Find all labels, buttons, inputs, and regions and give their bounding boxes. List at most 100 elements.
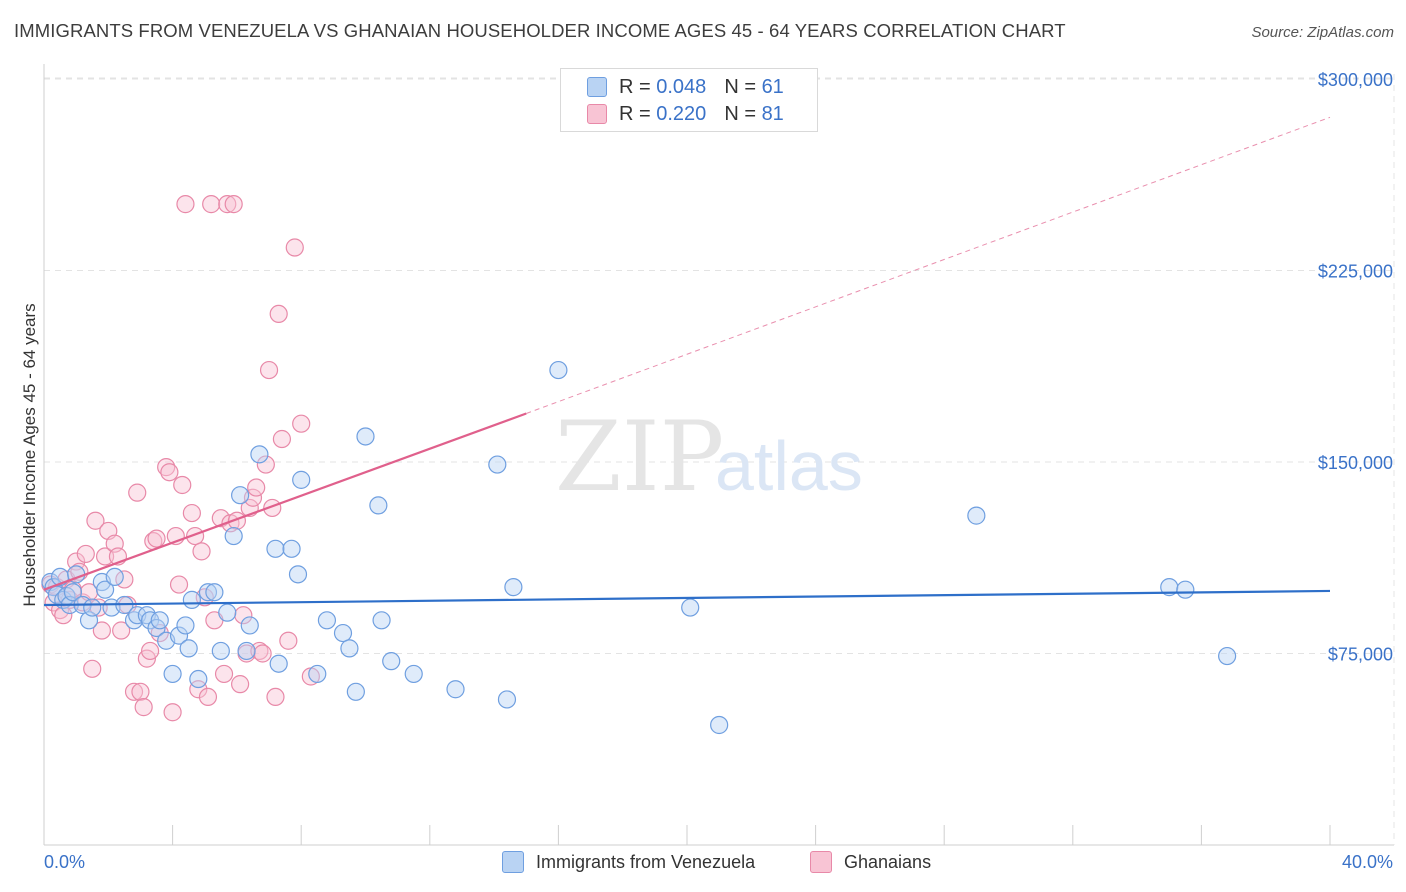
source-label: Source: ZipAtlas.com: [1251, 24, 1394, 41]
legend-n-label: N =: [724, 102, 756, 125]
venezuela-point: [967, 506, 986, 525]
ghanaians-point: [218, 195, 237, 214]
ghanaians-point: [202, 195, 221, 214]
ghanaians-swatch: [810, 851, 832, 873]
y-tick-label: $75,000: [1328, 645, 1393, 665]
ghanaians-point: [285, 238, 304, 257]
venezuela-point: [250, 445, 269, 464]
ghanaians-point: [128, 483, 147, 502]
ghanaians-point: [189, 680, 208, 699]
ghanaians-point: [259, 360, 279, 380]
venezuela-point: [198, 583, 218, 602]
venezuela-point: [504, 578, 523, 597]
ghanaians-trend-line: [43, 412, 527, 591]
legend-n-value: 81: [761, 102, 784, 125]
venezuela-swatch: [502, 851, 524, 873]
venezuela-point: [231, 486, 250, 505]
ghanaians-point: [176, 195, 195, 214]
venezuela-point: [105, 567, 124, 587]
ghanaians-point: [83, 659, 102, 678]
venezuela-point: [150, 611, 169, 630]
y-tick-label: $150,000: [1318, 453, 1393, 473]
legend-n-label: N =: [724, 75, 756, 98]
legend-row-ghanaians: R = 0.220 N = 81: [587, 102, 784, 126]
ghanaians-point: [279, 631, 298, 650]
venezuela-point: [182, 590, 201, 609]
ghanaians-point: [95, 547, 115, 566]
venezuela-swatch: [587, 77, 607, 97]
legend-item-ghanaians[interactable]: Ghanaians: [810, 851, 931, 873]
ghanaians-point: [272, 429, 292, 449]
venezuela-point: [237, 641, 256, 661]
venezuela-point: [95, 580, 115, 599]
legend-row-venezuela: R = 0.048 N = 61: [587, 75, 784, 99]
venezuela-point: [333, 623, 353, 643]
ghanaians-point: [231, 675, 250, 694]
venezuela-trend-line: [43, 589, 1331, 607]
ghanaians-point: [224, 195, 243, 214]
legend-n-value: 61: [761, 75, 784, 98]
venezuela-point: [288, 565, 308, 584]
venezuela-point: [163, 664, 182, 684]
ghanaians-point: [92, 621, 111, 640]
venezuela-point: [179, 639, 198, 658]
venezuela-point: [308, 664, 327, 684]
ghanaians-point: [112, 621, 131, 640]
venezuela-point: [317, 611, 337, 630]
venezuela-point: [83, 598, 102, 617]
ghanaians-point: [124, 682, 144, 701]
legend-item-label: Immigrants from Venezuela: [536, 851, 756, 872]
venezuela-point: [211, 641, 230, 661]
ghanaians-point: [292, 414, 311, 433]
venezuela-point: [681, 598, 700, 617]
venezuela-point: [63, 583, 83, 602]
venezuela-point: [549, 360, 568, 380]
venezuela-point: [1218, 646, 1237, 666]
venezuela-point: [369, 496, 388, 515]
ghanaians-point: [140, 641, 160, 661]
venezuela-point: [224, 526, 243, 546]
venezuela-point: [340, 639, 359, 658]
venezuela-point: [710, 715, 729, 735]
ghanaians-point: [253, 644, 272, 663]
legend-r-value: 0.220: [656, 102, 707, 125]
watermark-zip: ZIP: [555, 401, 724, 513]
venezuela-point: [1176, 580, 1195, 599]
legend-r-label: R =: [619, 102, 651, 125]
ghanaians-point: [256, 455, 275, 474]
venezuela-point: [266, 539, 285, 558]
ghanaians-point: [86, 511, 105, 530]
ghanaians-trend-extension: [526, 116, 1331, 414]
ghanaians-point: [134, 698, 153, 717]
venezuela-point: [488, 455, 507, 474]
venezuela-point: [346, 682, 365, 701]
y-tick-label: $225,000: [1318, 262, 1393, 282]
venezuela-point: [404, 664, 423, 684]
venezuela-point: [446, 680, 465, 699]
venezuela-point: [176, 616, 195, 635]
ghanaians-point: [163, 703, 182, 722]
venezuela-point: [282, 539, 301, 558]
ghanaians-point: [250, 641, 269, 661]
legend-item-venezuela[interactable]: Immigrants from Venezuela: [502, 851, 755, 873]
venezuela-point: [269, 654, 288, 673]
ghanaians-point: [247, 478, 266, 497]
ghanaians-point: [214, 664, 234, 684]
venezuela-point: [240, 616, 259, 635]
watermark-atlas: atlas: [715, 427, 863, 505]
venezuela-point: [372, 611, 391, 630]
x-tick-label-min: 0.0%: [44, 852, 86, 872]
ghanaians-point: [54, 606, 73, 625]
venezuela-point: [382, 652, 401, 671]
correlation-legend: R = 0.048 N = 61 R = 0.220 N = 81: [560, 68, 818, 132]
venezuela-point: [205, 583, 224, 602]
ghanaians-point: [76, 544, 95, 564]
series-legend: Immigrants from Venezuela Ghanaians: [0, 851, 1406, 877]
venezuela-point: [169, 626, 189, 645]
venezuela-point: [356, 427, 375, 446]
chart-title: IMMIGRANTS FROM VENEZUELA VS GHANAIAN HO…: [14, 20, 1066, 41]
ghanaians-point: [67, 552, 86, 571]
legend-r-label: R =: [619, 75, 651, 98]
ghanaians-swatch: [587, 104, 607, 124]
